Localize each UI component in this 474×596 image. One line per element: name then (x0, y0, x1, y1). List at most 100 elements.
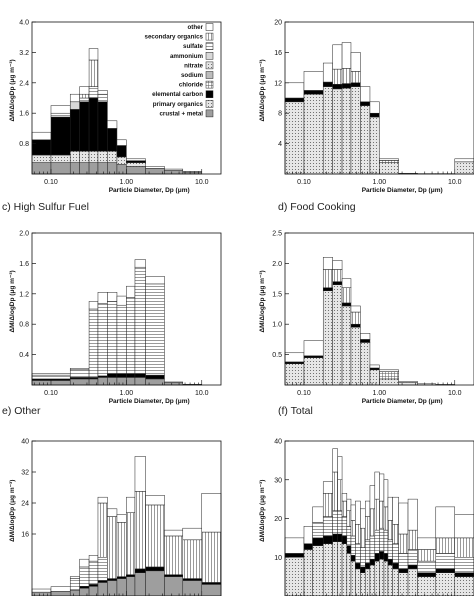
bar-segment (332, 68, 343, 85)
bar-segment (126, 576, 136, 596)
bar-segment (369, 367, 380, 371)
bar-segment (303, 340, 324, 357)
bar-segment (126, 162, 146, 167)
x-tick-label: 10.0 (448, 390, 462, 397)
bar-segment (107, 301, 118, 374)
bar-segment (346, 545, 352, 554)
bar-segment (379, 551, 385, 560)
bar-segment (374, 498, 380, 531)
bar-segment (284, 363, 305, 386)
bar-segment (392, 543, 399, 564)
bar-segment (31, 588, 52, 593)
bar-segment (97, 150, 108, 163)
y-tick-label: 0.8 (19, 322, 29, 329)
bar-segment (350, 52, 361, 72)
legend-swatch (205, 32, 214, 41)
bar-segment (79, 93, 90, 99)
y-tick-label: 2.4 (19, 80, 29, 87)
bar-segment (116, 139, 127, 146)
bar-segment (398, 553, 409, 570)
legend-swatch (205, 42, 214, 50)
x-tick-label: 1.00 (373, 179, 387, 186)
bar-segment (126, 285, 136, 298)
bar-segment (374, 560, 380, 596)
bar-segment (116, 578, 127, 596)
panel-title: (f) Total (278, 405, 313, 417)
bar-segment (126, 166, 146, 175)
bar-segment (398, 502, 409, 535)
bar-segment (369, 535, 376, 560)
bar-segment (201, 531, 222, 583)
bar-segment (50, 591, 71, 596)
bar-segment (312, 506, 324, 523)
bar-segment (303, 357, 324, 386)
bar-segment (322, 481, 333, 494)
bar-segment (107, 377, 118, 386)
bar-segment (79, 586, 90, 589)
bar-segment (50, 105, 71, 114)
bar-segment (201, 582, 222, 585)
x-tick-label: 10.0 (448, 179, 462, 186)
panel-3 (31, 232, 222, 386)
x-tick-label: 0.10 (44, 179, 58, 186)
bar-segment (341, 87, 352, 175)
bar-segment (79, 588, 90, 596)
bar-segment (374, 553, 380, 562)
y-tick-label: 12 (274, 80, 282, 87)
legend-swatch (205, 71, 214, 79)
bar-segment (107, 516, 118, 579)
bar-segment (31, 373, 71, 376)
bar-segment (88, 48, 99, 61)
bar-segment (88, 301, 99, 310)
bar-segment (107, 162, 118, 175)
bar-segment (182, 578, 203, 581)
bar-segment (387, 564, 393, 596)
bar-segment (284, 101, 305, 175)
bar-segment (164, 168, 184, 171)
bar-segment (126, 373, 136, 378)
bar-segment (369, 364, 380, 369)
bar-segment (284, 557, 305, 596)
bar-segment (383, 479, 389, 508)
legend-label: sodium (181, 72, 203, 79)
bar-segment (303, 90, 324, 95)
bar-segment (346, 553, 352, 596)
bar-segment (322, 269, 333, 288)
bar-segment (392, 562, 399, 570)
bar-segment (126, 496, 136, 513)
bar-segment (383, 529, 389, 554)
bar-segment (284, 82, 305, 99)
x-axis-label: Particle Diameter, Dp (μm) (109, 187, 190, 194)
bar-segment (360, 339, 371, 343)
x-tick-label: 0.10 (297, 179, 311, 186)
bar-segment (116, 373, 127, 378)
legend-swatch (205, 61, 214, 70)
bar-segment (374, 471, 380, 500)
bar-segment (88, 86, 99, 99)
bar-segment (79, 558, 90, 568)
y-tick-label: 4.0 (19, 20, 29, 27)
bar-segment (88, 560, 99, 585)
bar-segment (79, 566, 90, 587)
bar-segment (31, 131, 52, 141)
bar-segment (379, 473, 385, 502)
y-tick-label: 20 (274, 20, 282, 27)
bar-segment (107, 292, 118, 302)
bar-segment (69, 589, 80, 596)
legend-swatch (205, 23, 214, 31)
bar-segment (284, 352, 305, 363)
legend-label: secondary organics (145, 34, 204, 41)
bar-segment (341, 535, 348, 544)
bar-segment (97, 377, 108, 386)
y-tick-label: 10 (274, 555, 282, 562)
bar-segment (383, 553, 389, 562)
bar-segment (322, 62, 333, 83)
bar-segment (398, 533, 409, 554)
bar-segment (88, 308, 99, 378)
panel-5 (31, 440, 222, 596)
bar-segment (97, 496, 108, 504)
bar-segment (337, 456, 343, 480)
bar-segment (379, 371, 399, 380)
bar-segment (346, 526, 352, 546)
